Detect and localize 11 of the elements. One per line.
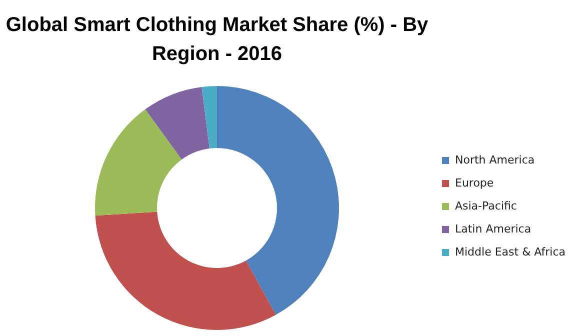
donut-slice [95,212,276,330]
donut-slice [145,86,210,160]
legend-label: Europe [455,176,494,190]
donut-slice [202,86,217,148]
chart-title: Global Smart Clothing Market Share (%) - By Region - 2016 [6,14,430,65]
donut-slice [217,86,339,315]
donut-slice [95,109,182,216]
legend-label: Asia-Pacific [455,200,517,212]
legend-label: Latin America [455,222,532,236]
legend-label: North America [455,154,535,166]
legend-label: Middle East & Africa [455,246,566,258]
